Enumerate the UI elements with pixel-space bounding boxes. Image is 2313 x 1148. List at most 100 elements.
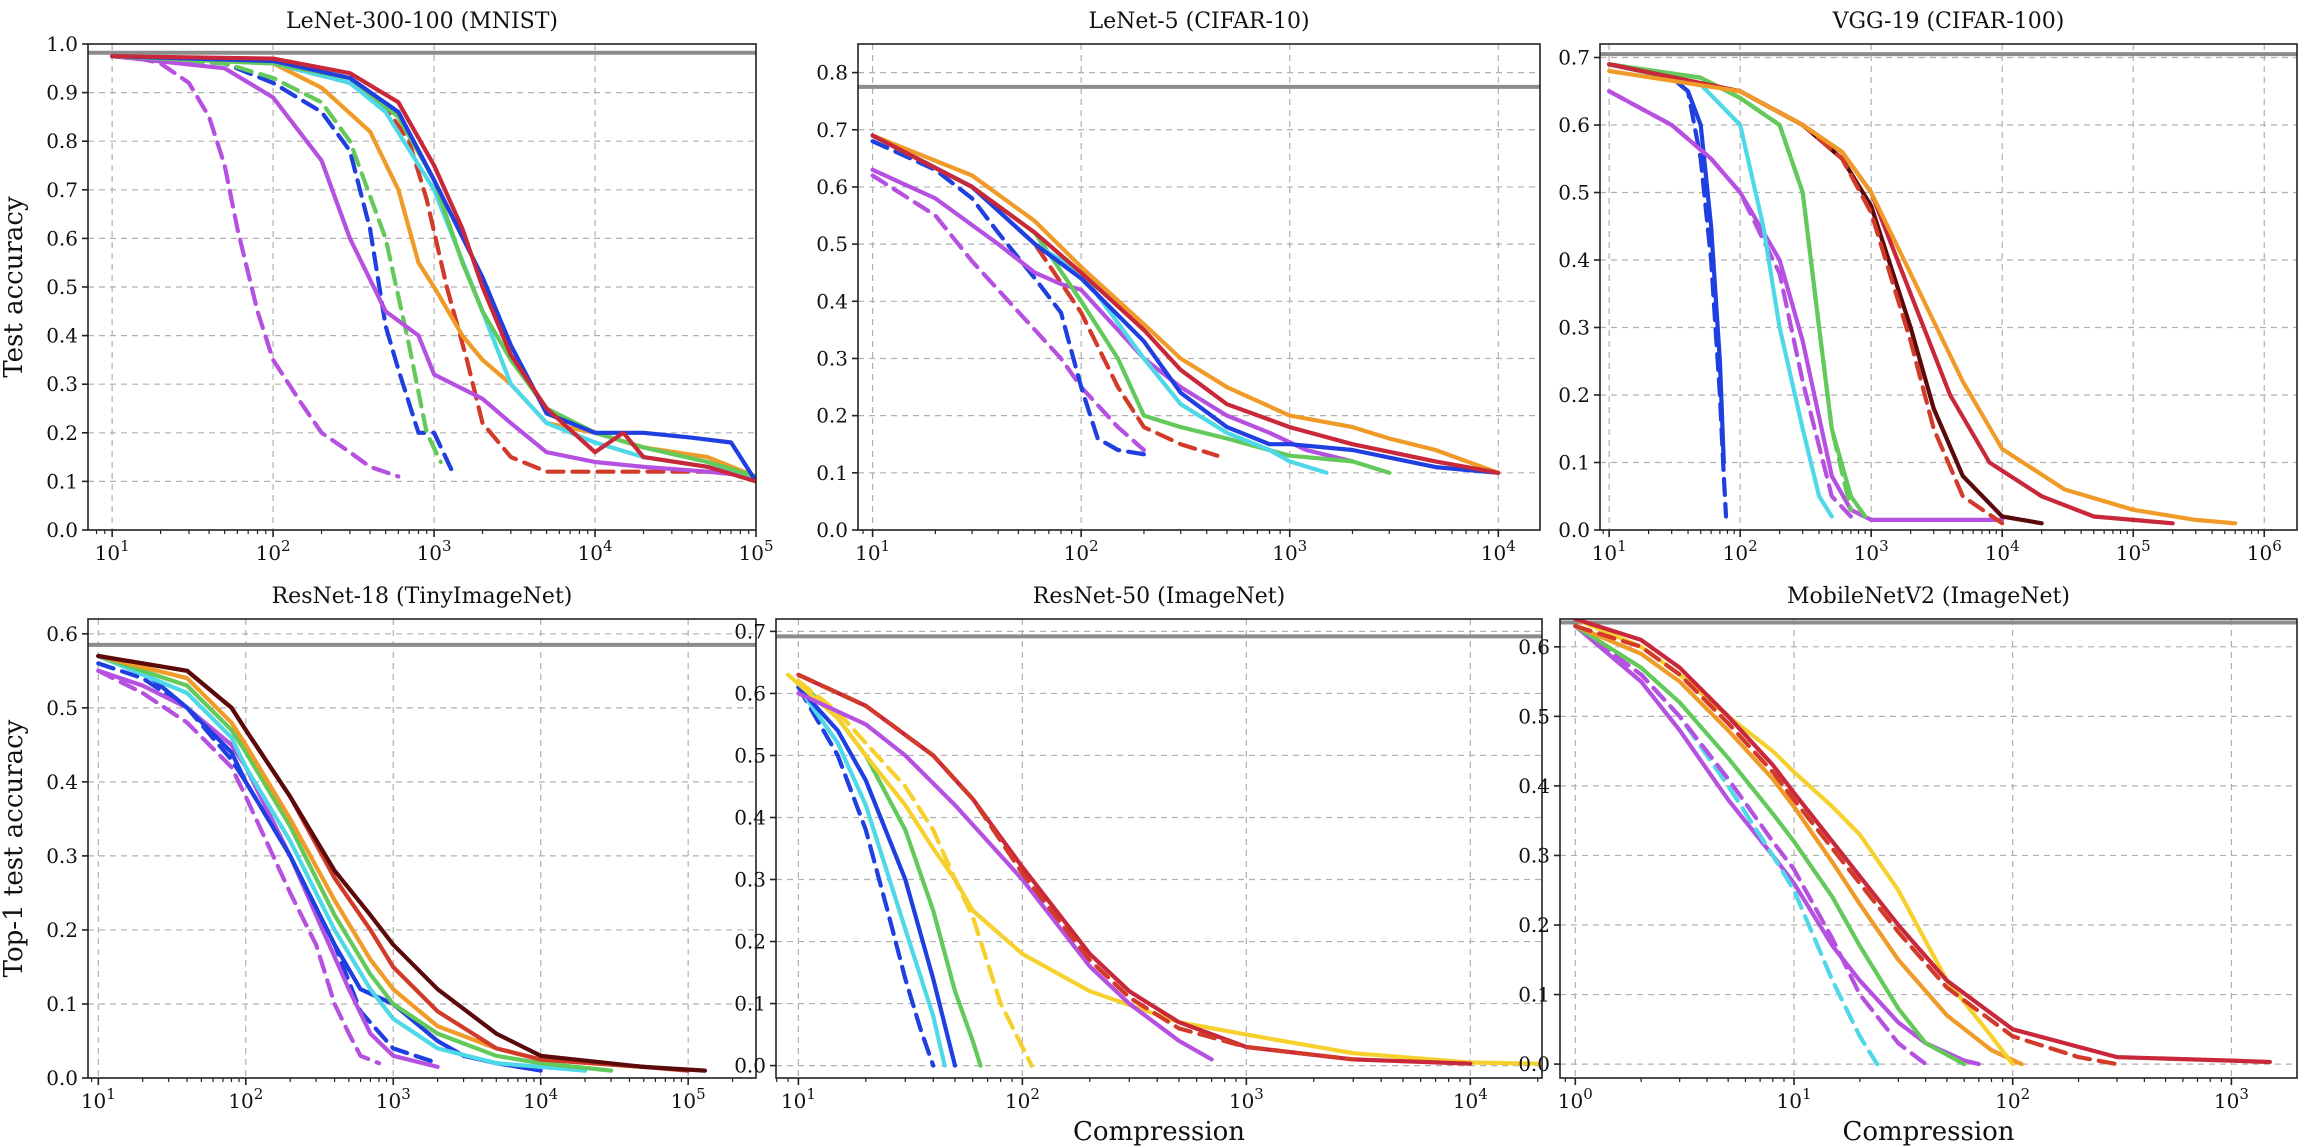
y-tick-label: 0.3 (816, 346, 848, 370)
x-tick-label: 101 (1592, 537, 1627, 565)
series-line-2 (1607, 89, 2005, 523)
chart-title: MobileNetV2 (ImageNet) (1787, 584, 2070, 609)
panel-2: 0.0 0.1 0.2 0.3 0.4 0.5 0.6 0.7 101 102 103 104 105 1… (1558, 9, 2298, 565)
series-line-4 (96, 653, 588, 1073)
y-tick-label: 0.3 (1518, 843, 1550, 867)
plot-frame (775, 618, 1543, 1079)
series-line-8 (1607, 62, 2005, 526)
y-tick-label: 0.1 (1558, 451, 1590, 475)
y-tick-label: 0.0 (1518, 1052, 1550, 1076)
y-tick-label: 0.3 (46, 844, 78, 868)
y-tick-label: 0.0 (1558, 518, 1590, 542)
y-tick-label: 0.6 (734, 681, 766, 705)
series-line-2 (109, 54, 443, 465)
y-tick-label: 0.0 (816, 518, 848, 542)
panel-4: 0.0 0.1 0.2 0.3 0.4 0.5 0.6 0.7 101 102 103 104 ResN… (734, 584, 1543, 1147)
y-tick-label: 0.4 (734, 805, 766, 829)
y-tick-label: 0.3 (1558, 316, 1590, 340)
x-tick-label: 102 (1064, 537, 1099, 565)
series-line-0 (1607, 62, 1729, 519)
series-line-3 (96, 653, 543, 1073)
series-line-2 (796, 685, 958, 1068)
plot-frame (87, 618, 757, 1079)
x-tick-label: 104 (1453, 1085, 1488, 1113)
y-tick-label: 0.2 (46, 421, 78, 445)
series-line-0 (109, 54, 401, 479)
series-line-2 (870, 133, 1220, 458)
y-tick-label: 0.2 (1558, 383, 1590, 407)
series-line-1 (870, 139, 1155, 458)
panel-1: 0.0 0.1 0.2 0.3 0.4 0.5 0.6 0.7 0.8 101 102 103 104 L… (816, 9, 1541, 565)
y-tick-label: 0.2 (816, 404, 848, 428)
series-line-2 (1573, 623, 1928, 1067)
series-line-4 (796, 678, 1034, 1068)
plot-frame (1599, 43, 2298, 531)
series-line-10 (1607, 68, 2238, 526)
chart-title: ResNet-50 (ImageNet) (1033, 584, 1285, 609)
y-tick-label: 0.8 (816, 61, 848, 85)
x-tick-label: 101 (1777, 1085, 1812, 1113)
series-line-5 (785, 672, 1540, 1066)
y-tick-label: 0.7 (46, 178, 78, 202)
series-line-0 (796, 685, 936, 1068)
series-line-4 (1607, 62, 1834, 519)
x-tick-label: 101 (855, 537, 890, 565)
series-line-6 (796, 691, 1214, 1062)
series-line-8 (96, 653, 708, 1073)
series-line-7 (870, 133, 1501, 475)
y-tick-label: 0.1 (816, 461, 848, 485)
panel-5: 0.0 0.1 0.2 0.3 0.4 0.5 0.6 100 101 102 103 MobileN… (1518, 584, 2298, 1147)
series-line-6 (1607, 62, 1854, 512)
panel-3: 0.0 0.1 0.2 0.3 0.4 0.5 0.6 101 102 103 104 105 ResN… (0, 584, 757, 1113)
y-tick-label: 0.1 (46, 469, 78, 493)
y-tick-label: 0.7 (816, 118, 848, 142)
y-tick-label: 0.5 (1518, 704, 1550, 728)
x-tick-label: 103 (1272, 537, 1307, 565)
x-tick-label: 103 (376, 1085, 411, 1113)
chart-title: VGG-19 (CIFAR-100) (1832, 9, 2065, 34)
chart-title: ResNet-18 (TinyImageNet) (272, 584, 573, 609)
y-tick-label: 0.2 (46, 918, 78, 942)
y-axis-label: Top-1 test accuracy (0, 719, 29, 977)
chart-title: LeNet-5 (CIFAR-10) (1088, 9, 1309, 34)
y-tick-label: 0.6 (816, 175, 848, 199)
x-tick-label: 105 (739, 537, 774, 565)
x-tick-label: 106 (2247, 537, 2282, 565)
y-tick-label: 0.5 (46, 696, 78, 720)
x-tick-label: 104 (1985, 537, 2020, 565)
y-tick-label: 0.0 (46, 1066, 78, 1090)
y-tick-label: 0.1 (1518, 983, 1550, 1007)
plot-frame (857, 43, 1541, 531)
y-tick-label: 0.6 (1558, 113, 1590, 137)
y-tick-label: 0.7 (734, 619, 766, 643)
x-tick-label: 103 (1229, 1085, 1264, 1113)
series-line-4 (1573, 623, 2024, 1067)
x-tick-label: 101 (781, 1085, 816, 1113)
y-tick-label: 0.4 (1558, 248, 1590, 272)
y-tick-label: 0.3 (46, 372, 78, 396)
series-line-1 (1573, 623, 1880, 1067)
y-axis-label: Test accuracy (0, 196, 29, 378)
y-tick-label: 0.7 (1558, 46, 1590, 70)
x-tick-label: 105 (2116, 537, 2151, 565)
series-line-5 (870, 133, 1329, 475)
panel-0: 0.0 0.1 0.2 0.3 0.4 0.5 0.6 0.7 0.8 0.9 1.0 101 102 1… (0, 9, 774, 565)
x-tick-label: 104 (1481, 537, 1516, 565)
y-tick-label: 0.5 (816, 232, 848, 256)
x-tick-label: 105 (671, 1085, 706, 1113)
y-tick-label: 0.4 (1518, 774, 1550, 798)
series-line-6 (870, 133, 1501, 475)
y-tick-label: 0.1 (734, 992, 766, 1016)
y-tick-label: 0.0 (734, 1054, 766, 1078)
y-tick-label: 1.0 (46, 32, 78, 56)
x-tick-label: 104 (578, 537, 613, 565)
y-tick-label: 0.6 (46, 226, 78, 250)
series-line-8 (870, 133, 1501, 475)
series-line-7 (1573, 619, 2272, 1065)
x-tick-label: 102 (1723, 537, 1758, 565)
y-tick-label: 0.0 (46, 518, 78, 542)
y-tick-label: 0.5 (734, 743, 766, 767)
y-tick-label: 0.3 (734, 868, 766, 892)
x-tick-label: 104 (523, 1085, 558, 1113)
